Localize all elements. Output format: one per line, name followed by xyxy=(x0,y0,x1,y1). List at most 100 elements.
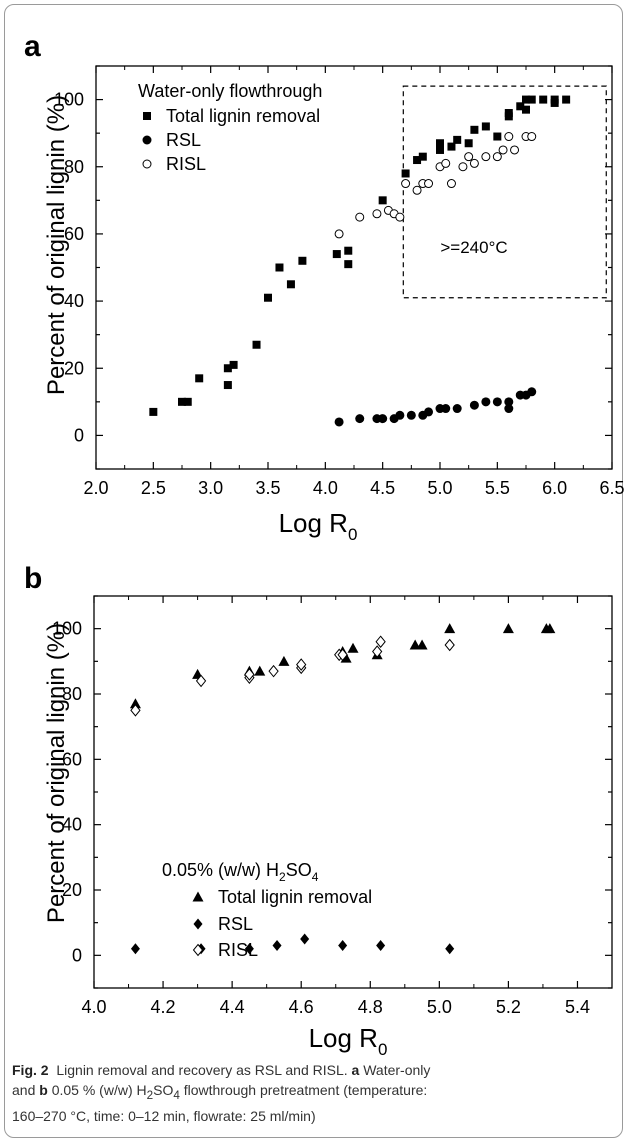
panel-a-total-lignin-removal-point xyxy=(453,135,462,144)
panel-a-xtick-label: 2.5 xyxy=(141,478,166,498)
panel-a-legend-label-risl: RISL xyxy=(166,154,206,174)
panel-a-risl-point xyxy=(469,158,479,168)
panel-a-total-lignin-removal-point xyxy=(298,256,307,265)
panel-a-risl-point xyxy=(424,179,434,189)
chart-marks: 2.0 2.5 3.0 3.5 4.0 4.5 5.0 5.5 6.0 6.50204060801… xyxy=(52,65,625,1017)
panel-a-rsl-point xyxy=(504,397,514,407)
panel-b-total-lignin-removal-point xyxy=(278,655,290,666)
panel-a-annotation: >=240°C xyxy=(440,238,507,257)
panel-a-risl-point xyxy=(412,185,422,195)
panel-b-ytick-label: 60 xyxy=(62,749,82,769)
panel-a-ytick-label: 40 xyxy=(64,291,84,311)
panel-b-total-lignin-removal-point xyxy=(254,665,266,676)
panel-b-total-lignin-removal-point xyxy=(544,623,556,634)
panel-a-rsl-point xyxy=(469,400,479,410)
panel-b-xtick-label: 4.6 xyxy=(289,997,314,1017)
caption-text-3: 160–270 °C, time: 0–12 min, flowrate: 25… xyxy=(12,1107,316,1124)
panel-b-risl-point xyxy=(444,638,455,652)
panel-a-total-lignin-removal-point xyxy=(550,98,559,107)
panel-a-ytick-label: 100 xyxy=(54,90,84,110)
panel-a-total-lignin-removal-point xyxy=(264,293,272,302)
panel-b-xtick-label: 5.2 xyxy=(496,997,521,1017)
caption-bold-a: a xyxy=(351,1062,360,1078)
panel-b-total-lignin-removal-point xyxy=(347,642,359,653)
panel-b-legend-label-total: Total lignin removal xyxy=(218,887,372,907)
panel-b-total-lignin-removal-point xyxy=(129,698,141,709)
panel-b-total-lignin-removal-point xyxy=(416,639,428,650)
panel-b-legend-title: 0.05% (w/w) H2SO4 xyxy=(162,860,319,884)
panel-b-risl-point xyxy=(375,635,386,649)
panel-a-total-lignin-removal-point xyxy=(539,95,548,104)
panel-a-xtick-label: 4.0 xyxy=(313,478,338,498)
panel-a-total-lignin-removal-point xyxy=(275,263,284,272)
panel-b-xlabel-main: Log R xyxy=(309,1023,378,1053)
panel-a-total-lignin-removal-point xyxy=(516,102,525,111)
caption-text-2b: and xyxy=(12,1082,36,1098)
panel-a-rsl-point xyxy=(378,414,388,424)
caption-text-1: Lignin removal and recovery as RSL and R… xyxy=(56,1062,348,1078)
panel-a-risl-point xyxy=(401,179,411,189)
panel-a-label: a xyxy=(24,30,41,63)
caption-fig-label: Fig. 2 xyxy=(12,1062,49,1078)
caption-text-2c: 0.05 % (w/w) H xyxy=(51,1082,147,1098)
panel-a-xlabel-main: Log R xyxy=(279,508,348,538)
panel-a-xlabel: Log R0 xyxy=(279,508,358,544)
panel-a-total-lignin-removal-point xyxy=(378,196,387,205)
panel-a-total-lignin-removal-point xyxy=(413,156,422,165)
panel-a-risl-legend-marker xyxy=(142,159,152,169)
legend-b-mid: SO xyxy=(286,860,312,880)
panel-a-rsl-point xyxy=(406,410,416,420)
panel-a-rsl-point xyxy=(481,397,491,407)
caption-line-1: Fig. 2 Lignin removal and recovery as RS… xyxy=(12,1060,612,1080)
panel-a-xtick-label: 6.0 xyxy=(542,478,567,498)
panel-a-total-lignin-removal-point xyxy=(223,364,232,373)
panel-a-total-lignin-removal-point xyxy=(183,397,192,406)
panel-a-rsl-point xyxy=(424,407,434,417)
panel-a-rsl-point xyxy=(395,410,405,420)
panel-b-risl-legend-marker xyxy=(192,943,204,957)
panel-a-total-lignin-removal-point xyxy=(344,246,353,255)
panel-a-total-lignin-removal-point xyxy=(436,139,444,148)
caption-text-2e: flowthrough pretreatment (temperature: xyxy=(183,1082,428,1098)
panel-a-legend-label-total: Total lignin removal xyxy=(166,106,320,126)
panel-b-xtick-label: 5.0 xyxy=(427,997,452,1017)
panel-a-rsl-point xyxy=(492,397,502,407)
panel-b-ytick-label: 80 xyxy=(62,684,82,704)
panel-b-rsl-legend-marker xyxy=(193,918,203,930)
caption-sub-2: 2 xyxy=(146,1088,154,1102)
panel-a-risl-point xyxy=(481,152,491,162)
caption-text-2a: Water-only xyxy=(363,1062,431,1078)
panel-a-rsl-point xyxy=(334,417,344,427)
panel-a-total-lignin-removal-point xyxy=(447,142,456,151)
panel-a-rsl-point xyxy=(441,404,451,414)
panel-a-total-lignin-removal-point xyxy=(401,169,410,178)
panel-b-plot-frame xyxy=(93,595,613,989)
panel-a-total-lignin-removal-point xyxy=(562,95,571,104)
panel-b-xlabel-sub: 0 xyxy=(378,1040,387,1059)
panel-b-xtick-label: 4.8 xyxy=(358,997,383,1017)
panel-a-rsl-point xyxy=(355,414,365,424)
panel-a-xlabel-sub: 0 xyxy=(348,525,357,544)
panel-a-xtick-label: 5.5 xyxy=(485,478,510,498)
panel-a-total-lignin-removal-legend-marker xyxy=(143,112,151,120)
panel-a-risl-point xyxy=(527,132,537,142)
panel-a-total-lignin-removal-point xyxy=(527,95,536,104)
panel-a-total-lignin-removal-point xyxy=(149,407,158,416)
caption-line-3: 160–270 °C, time: 0–12 min, flowrate: 25… xyxy=(12,1106,612,1126)
caption-bold-b: b xyxy=(39,1082,48,1098)
panel-b-rsl-point xyxy=(338,940,348,952)
panel-a-risl-point xyxy=(372,209,382,219)
panel-a-rsl-point xyxy=(504,404,514,414)
panel-a-risl-point xyxy=(441,158,451,168)
panel-a-ytick-label: 20 xyxy=(64,358,84,378)
panel-a-ytick-label: 60 xyxy=(64,224,84,244)
panel-a-ylabel: Percent of original lignin (%) xyxy=(43,95,70,395)
panel-b-total-lignin-removal-point xyxy=(502,623,514,634)
panel-a-total-lignin-removal-point xyxy=(436,145,444,154)
legend-b-sub1: 2 xyxy=(279,870,286,884)
panel-a-total-lignin-removal-point xyxy=(470,125,479,134)
panel-a-xtick-label: 2.0 xyxy=(83,478,108,498)
panel-a-rsl-point xyxy=(452,404,462,414)
panel-b-xtick-label: 4.4 xyxy=(220,997,245,1017)
